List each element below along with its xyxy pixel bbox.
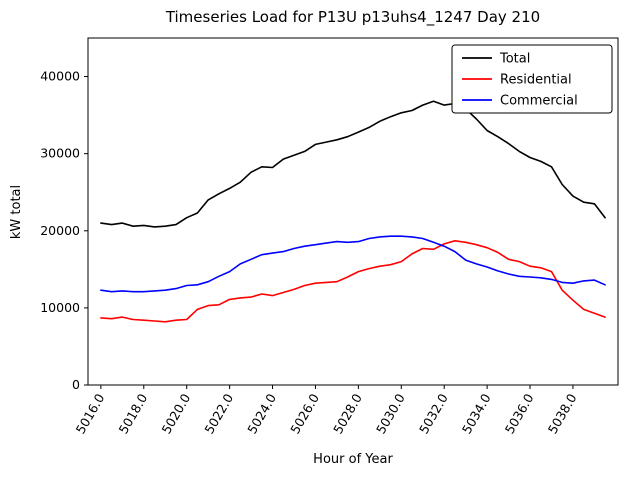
y-tick-label: 10000 xyxy=(40,300,80,315)
y-tick-label: 40000 xyxy=(40,69,80,84)
x-tick-label: 5016.0 xyxy=(73,391,108,436)
x-tick-label: 5032.0 xyxy=(416,391,451,436)
legend-label-total: Total xyxy=(499,52,530,67)
x-axis-label: Hour of Year xyxy=(313,452,393,467)
x-tick-label: 5030.0 xyxy=(373,391,408,436)
legend-box xyxy=(451,44,613,114)
series-line-commercial xyxy=(100,235,606,293)
x-tick-label: 5034.0 xyxy=(459,391,494,436)
x-tick-label: 5036.0 xyxy=(502,391,537,436)
chart-title: Timeseries Load for P13U p13uhs4_1247 Da… xyxy=(165,8,540,27)
legend-label-residential: Residential xyxy=(500,73,572,88)
x-tick-label: 5022.0 xyxy=(201,391,236,436)
axes-border xyxy=(87,37,619,386)
y-tick-label: 30000 xyxy=(40,146,80,161)
x-tick-label: 5020.0 xyxy=(158,391,193,436)
y-axis-label: kW total xyxy=(9,185,24,239)
x-tick-label: 5018.0 xyxy=(116,391,151,436)
x-tick-label: 5026.0 xyxy=(287,391,322,436)
series-line-total xyxy=(100,100,606,228)
series-line-residential xyxy=(100,240,606,323)
legend-label-commercial: Commercial xyxy=(500,94,578,109)
x-tick-label: 5028.0 xyxy=(330,391,365,436)
x-tick-label: 5038.0 xyxy=(545,391,580,436)
x-tick-label: 5024.0 xyxy=(244,391,279,436)
y-tick-label: 20000 xyxy=(40,223,80,238)
chart-legend: Total Residential Commercial xyxy=(451,44,613,114)
y-tick-label: 0 xyxy=(72,377,80,392)
